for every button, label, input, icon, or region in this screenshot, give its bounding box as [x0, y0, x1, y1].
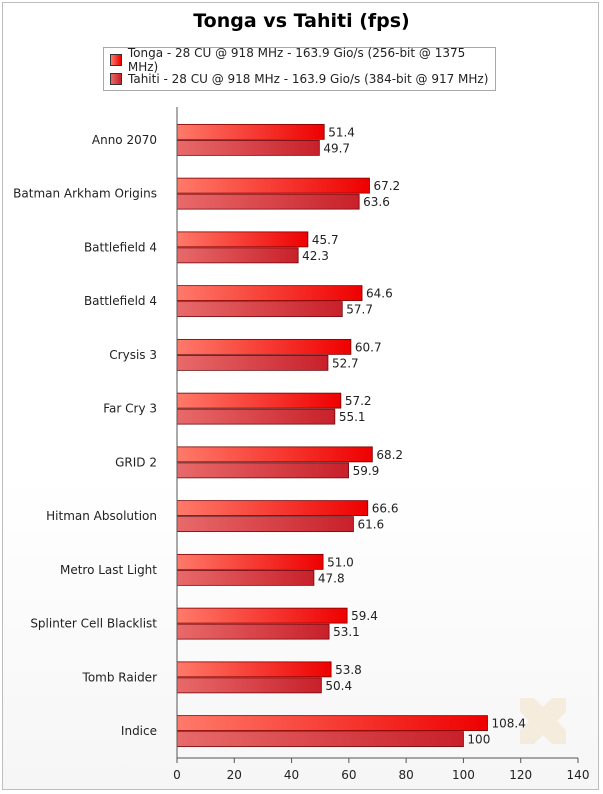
- data-label-tonga: 60.7: [355, 340, 382, 354]
- category-label: Crysis 3: [109, 348, 157, 362]
- data-label-tonga: 53.8: [335, 663, 362, 677]
- bar-tahiti: [176, 462, 349, 479]
- data-label-tonga: 64.6: [366, 287, 393, 301]
- data-label-tahiti: 55.1: [339, 410, 366, 424]
- legend-swatch-tonga: [110, 54, 122, 66]
- category-label: Battlefield 4: [84, 294, 157, 308]
- category-label: Hitman Absolution: [46, 509, 157, 523]
- x-tick-label: 100: [452, 768, 475, 782]
- bar-tahiti: [176, 193, 360, 210]
- bar-tahiti: [176, 354, 329, 371]
- bar-tonga: [176, 231, 309, 248]
- data-label-tahiti: 61.6: [357, 518, 384, 532]
- category-label: GRID 2: [115, 455, 157, 469]
- chart-title: Tonga vs Tahiti (fps): [193, 10, 410, 32]
- category-label: Anno 2070: [92, 133, 157, 147]
- data-label-tahiti: 57.7: [346, 303, 373, 317]
- bar-tahiti: [176, 301, 343, 318]
- category-label: Battlefield 4: [84, 240, 157, 254]
- data-label-tonga: 67.2: [373, 179, 400, 193]
- data-label-tonga: 59.4: [351, 609, 378, 623]
- category-label: Indice: [121, 724, 157, 738]
- bar-tahiti: [176, 247, 299, 264]
- data-label-tahiti: 47.8: [318, 571, 345, 585]
- data-label-tahiti: 42.3: [302, 249, 329, 263]
- data-label-tonga: 45.7: [312, 233, 339, 247]
- x-tick-label: 120: [509, 768, 532, 782]
- data-label-tonga: 51.0: [327, 555, 354, 569]
- bar-tonga: [176, 446, 373, 463]
- bar-tonga: [176, 392, 342, 409]
- bar-tonga: [176, 553, 324, 570]
- legend-entry-tahiti: Tahiti - 28 CU @ 918 MHz - 163.9 Gio/s (…: [110, 71, 488, 87]
- x-tick-label: 0: [173, 768, 181, 782]
- x-tick-label: 140: [567, 768, 590, 782]
- bar-tonga: [176, 177, 370, 194]
- data-label-tahiti: 53.1: [333, 625, 360, 639]
- legend-label-tahiti: Tahiti - 28 CU @ 918 MHz - 163.9 Gio/s (…: [128, 72, 489, 86]
- data-label-tahiti: 100: [467, 733, 490, 747]
- category-label: Metro Last Light: [60, 563, 157, 577]
- bar-tonga: [176, 661, 332, 678]
- category-label: Splinter Cell Blacklist: [30, 617, 157, 631]
- category-label: Far Cry 3: [103, 402, 157, 416]
- data-label-tahiti: 49.7: [323, 141, 350, 155]
- chart-legend: Tonga - 28 CU @ 918 MHz - 163.9 Gio/s (2…: [103, 46, 496, 91]
- legend-label-tonga: Tonga - 28 CU @ 918 MHz - 163.9 Gio/s (2…: [127, 46, 466, 74]
- x-tick-label: 60: [341, 768, 356, 782]
- data-label-tonga: 66.6: [372, 502, 399, 516]
- bar-tahiti: [176, 408, 336, 425]
- x-tick-label: 80: [399, 768, 414, 782]
- bar-tonga: [176, 123, 325, 140]
- data-label-tonga: 108.4: [491, 717, 525, 731]
- category-label: Batman Arkham Origins: [13, 187, 157, 201]
- data-label-tahiti: 52.7: [332, 356, 359, 370]
- bar-tonga: [176, 338, 352, 355]
- watermark-logo: [520, 698, 566, 744]
- category-label: Tomb Raider: [82, 670, 158, 684]
- data-label-tonga: 57.2: [345, 394, 372, 408]
- bar-tahiti: [176, 139, 320, 156]
- bar-tonga: [176, 715, 488, 732]
- data-label-tonga: 51.4: [328, 125, 355, 139]
- legend-swatch-tahiti: [110, 73, 122, 85]
- bar-tahiti: [176, 623, 330, 640]
- bar-tahiti: [176, 677, 322, 694]
- legend-entry-tonga: Tonga - 28 CU @ 918 MHz - 163.9 Gio/s (2…: [110, 46, 495, 74]
- bar-tahiti: [176, 731, 464, 748]
- data-label-tonga: 68.2: [376, 448, 403, 462]
- bar-tahiti: [176, 516, 354, 533]
- data-label-tahiti: 59.9: [353, 464, 380, 478]
- bar-tonga: [176, 500, 369, 517]
- bar-tonga: [176, 607, 348, 624]
- x-tick-label: 20: [227, 768, 242, 782]
- bar-tonga: [176, 285, 363, 302]
- data-label-tahiti: 63.6: [363, 195, 390, 209]
- data-label-tahiti: 50.4: [325, 679, 352, 693]
- bar-tahiti: [176, 569, 315, 586]
- x-tick-label: 40: [284, 768, 299, 782]
